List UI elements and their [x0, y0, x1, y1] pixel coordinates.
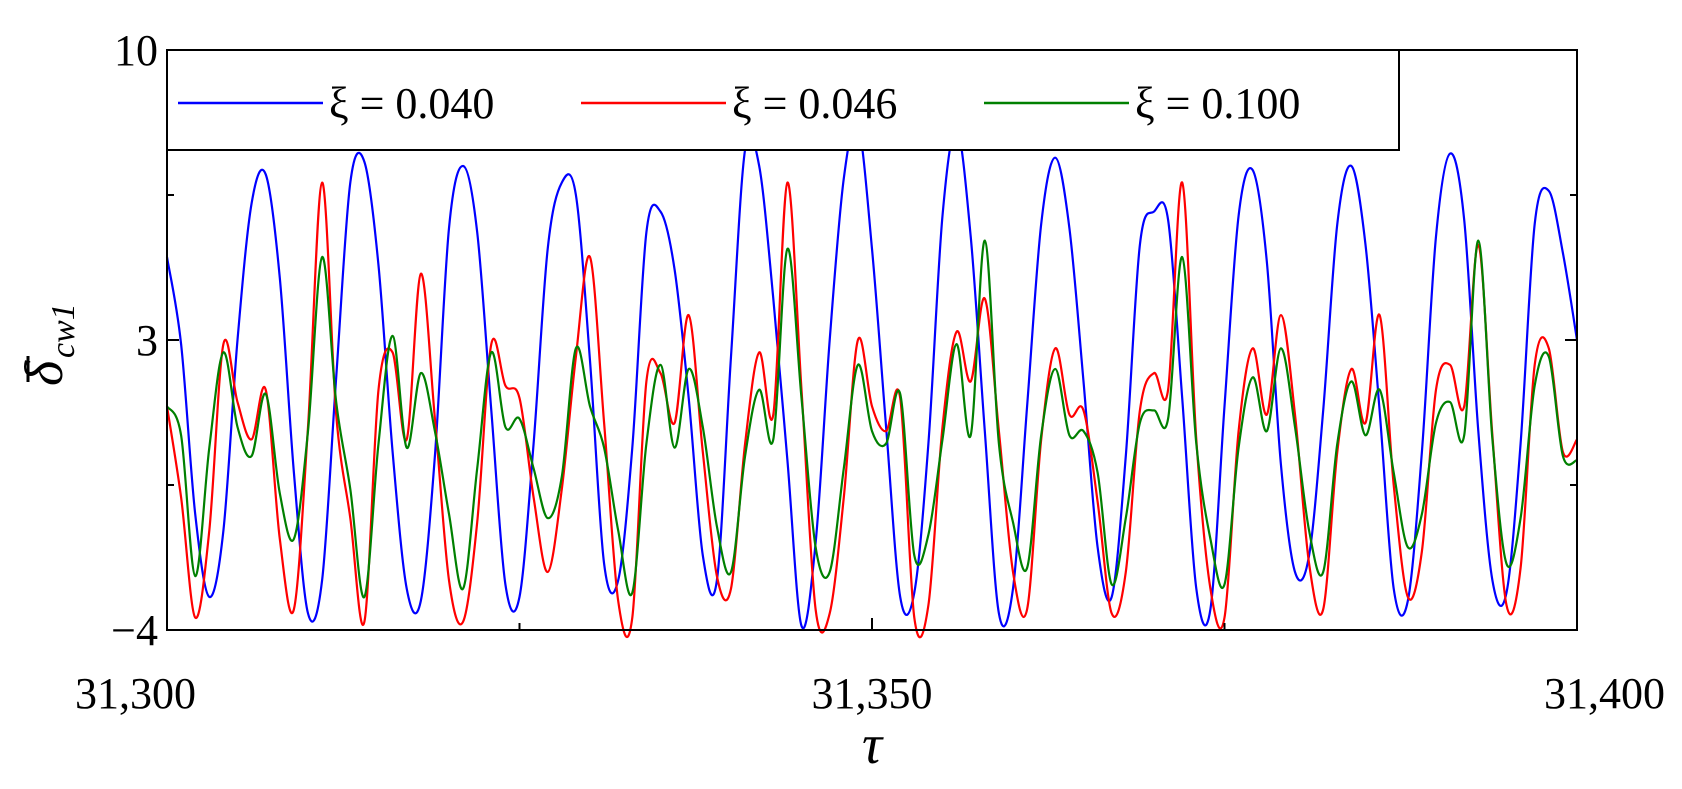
legend: ξ = 0.040 ξ = 0.046 ξ = 0.100 — [166, 49, 1400, 151]
x-tick-label: 31,300 — [75, 669, 196, 718]
x-ticks: 31,300 31,350 31,400 — [75, 50, 1665, 718]
legend-label-1: ξ = 0.040 — [329, 79, 494, 128]
y-tick-label: 3 — [136, 316, 158, 365]
legend-label-3: ξ = 0.100 — [1135, 79, 1300, 128]
y-tick-label: −4 — [111, 606, 158, 655]
y-tick-label: 10 — [114, 26, 158, 75]
legend-label-2: ξ = 0.046 — [732, 79, 897, 128]
y-axis-title-symbol: δ — [14, 360, 74, 386]
series-layer — [165, 121, 1579, 639]
x-tick-label: 31,400 — [1544, 669, 1665, 718]
y-axis-title: δ cw1 — [14, 303, 82, 386]
x-axis-title: τ — [862, 714, 884, 776]
series-line-1 — [165, 121, 1579, 630]
x-tick-label: 31,350 — [812, 669, 933, 718]
y-ticks: −4 3 10 — [111, 26, 1577, 655]
legend-box — [166, 49, 1400, 151]
series-line-3 — [166, 239, 1578, 599]
y-axis-title-subscript: cw1 — [45, 303, 82, 358]
